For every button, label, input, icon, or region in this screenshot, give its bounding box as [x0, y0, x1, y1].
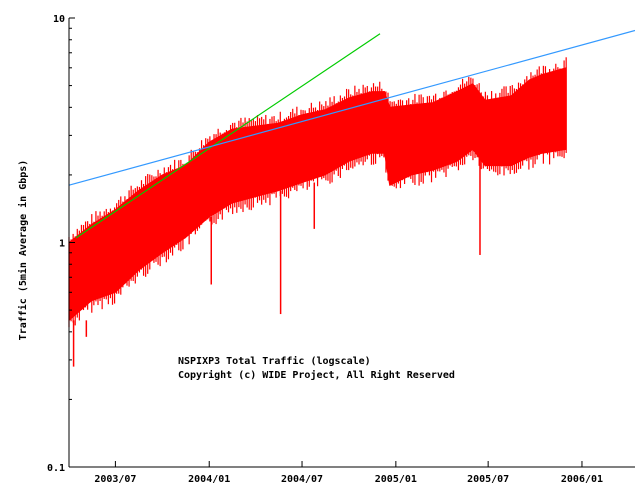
y-tick-label: 0.1 [47, 463, 65, 474]
annotation-title: NSPIXP3 Total Traffic (logscale) [178, 355, 371, 367]
x-ticks: 2003/07 2004/01 2004/07 2005/01 2005/07 2006/… [94, 461, 603, 485]
series-layer [68, 29, 635, 367]
y-tick-label: 1 [59, 239, 65, 250]
x-tick-label: 2004/07 [281, 474, 323, 485]
y-axis-title: Traffic (5min Average in Gbps) [17, 160, 29, 341]
x-tick-label: 2003/07 [94, 474, 136, 485]
blue-trend-line [68, 29, 635, 186]
annotation-copyright: Copyright (c) WIDE Project, All Right Re… [178, 369, 455, 381]
x-tick-label: 2006/01 [561, 474, 603, 485]
x-tick-label: 2004/01 [188, 474, 230, 485]
green-trend-line [75, 33, 381, 239]
y-tick-label: 10 [53, 14, 65, 25]
x-tick-label: 2005/07 [467, 474, 509, 485]
y-ticks: 0.1 1 10 [47, 14, 75, 474]
x-tick-label: 2005/01 [375, 474, 417, 485]
